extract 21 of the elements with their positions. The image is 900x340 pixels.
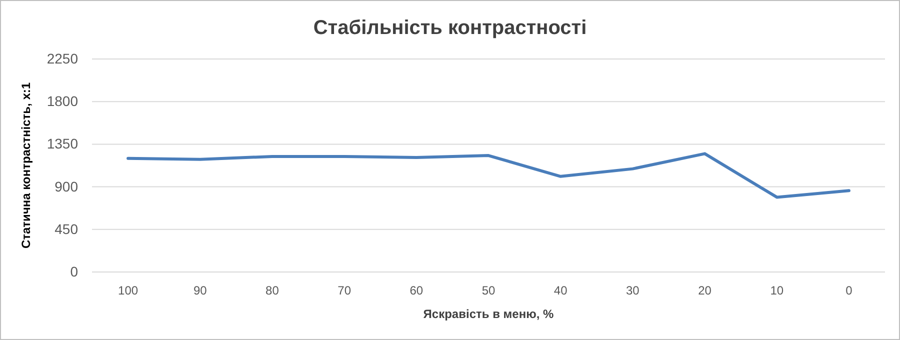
x-tick-label: 30 xyxy=(626,284,640,298)
y-tick-label: 1350 xyxy=(46,136,78,152)
y-axis-title: Статична контрастність, x:1 xyxy=(19,82,33,249)
x-tick-label: 60 xyxy=(410,284,424,298)
line-series xyxy=(126,152,850,199)
y-tick-label: 450 xyxy=(54,220,78,237)
x-tick-label: 50 xyxy=(482,284,496,298)
x-tick-label: 10 xyxy=(770,284,784,298)
x-tick-label: 70 xyxy=(338,284,352,298)
x-tick-label: 0 xyxy=(846,284,853,298)
y-tick-label: 0 xyxy=(70,263,78,280)
x-tick-label: 40 xyxy=(554,284,568,298)
chart-title: Стабільність контрастності xyxy=(313,17,587,39)
x-tick-label: 80 xyxy=(266,284,280,298)
x-axis-title: Яскравість в меню, % xyxy=(423,307,554,321)
x-tick-label: 90 xyxy=(193,284,208,298)
y-tick-label: 1800 xyxy=(46,93,78,110)
y-tick-label: 2250 xyxy=(46,50,78,66)
x-tick-label: 20 xyxy=(698,284,712,298)
x-tick-label: 100 xyxy=(118,284,138,298)
y-tick-label: 900 xyxy=(54,178,78,194)
